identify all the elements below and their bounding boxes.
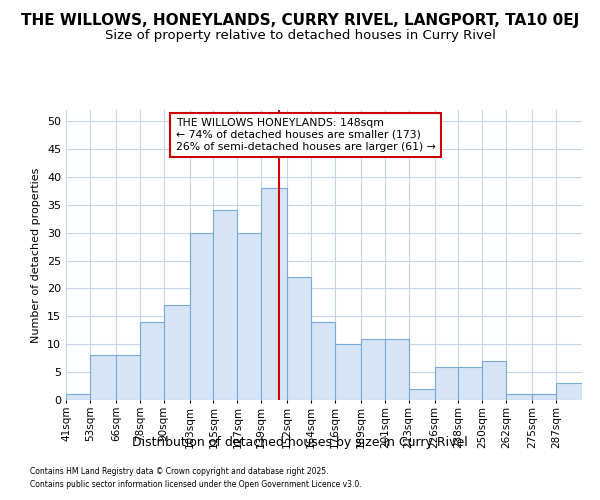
Y-axis label: Number of detached properties: Number of detached properties bbox=[31, 168, 41, 342]
Text: Contains HM Land Registry data © Crown copyright and database right 2025.: Contains HM Land Registry data © Crown c… bbox=[30, 467, 329, 476]
Bar bbox=[458, 366, 482, 400]
Bar bbox=[434, 366, 458, 400]
Bar bbox=[506, 394, 532, 400]
Bar bbox=[90, 356, 116, 400]
Bar bbox=[116, 356, 140, 400]
Bar bbox=[482, 361, 506, 400]
Bar bbox=[311, 322, 335, 400]
Text: THE WILLOWS HONEYLANDS: 148sqm
← 74% of detached houses are smaller (173)
26% of: THE WILLOWS HONEYLANDS: 148sqm ← 74% of … bbox=[176, 118, 436, 152]
Bar bbox=[164, 305, 190, 400]
Text: THE WILLOWS, HONEYLANDS, CURRY RIVEL, LANGPORT, TA10 0EJ: THE WILLOWS, HONEYLANDS, CURRY RIVEL, LA… bbox=[21, 12, 579, 28]
Bar bbox=[532, 394, 556, 400]
Text: Contains public sector information licensed under the Open Government Licence v3: Contains public sector information licen… bbox=[30, 480, 362, 489]
Bar bbox=[287, 278, 311, 400]
Bar bbox=[335, 344, 361, 400]
Text: Size of property relative to detached houses in Curry Rivel: Size of property relative to detached ho… bbox=[104, 29, 496, 42]
Bar bbox=[261, 188, 287, 400]
Bar bbox=[238, 232, 261, 400]
Bar bbox=[190, 232, 214, 400]
Text: Distribution of detached houses by size in Curry Rivel: Distribution of detached houses by size … bbox=[132, 436, 468, 449]
Bar bbox=[361, 338, 385, 400]
Bar bbox=[66, 394, 90, 400]
Bar bbox=[409, 389, 434, 400]
Bar bbox=[214, 210, 238, 400]
Bar bbox=[385, 338, 409, 400]
Bar bbox=[556, 384, 582, 400]
Bar bbox=[140, 322, 164, 400]
